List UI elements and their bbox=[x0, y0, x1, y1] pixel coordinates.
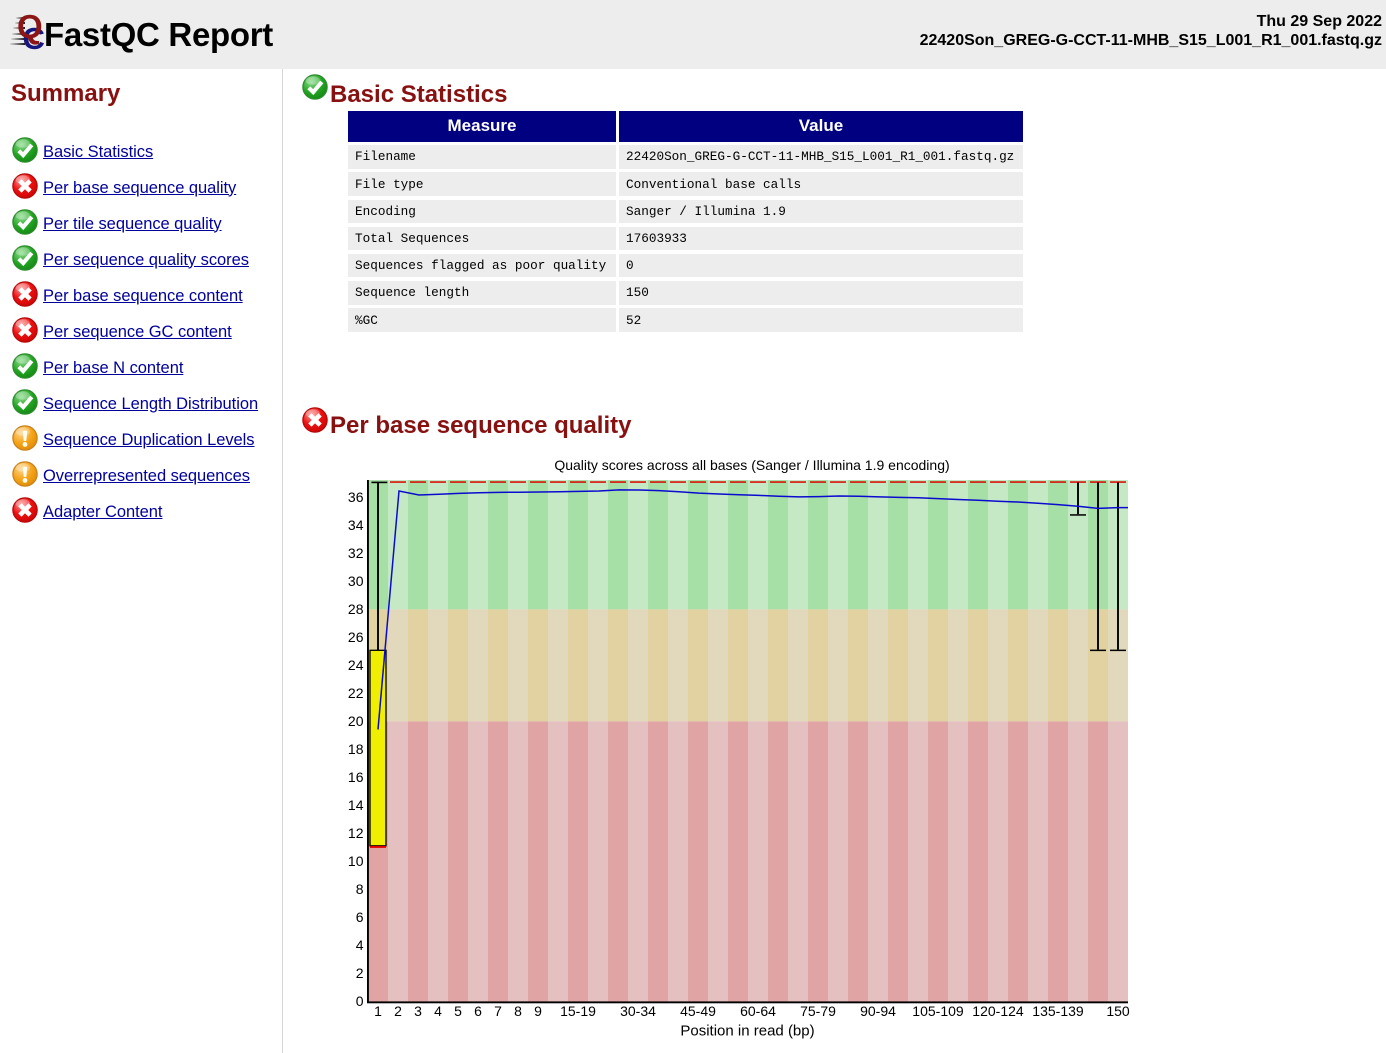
svg-text:22: 22 bbox=[348, 685, 364, 701]
svg-text:28: 28 bbox=[348, 601, 364, 617]
svg-text:30: 30 bbox=[348, 573, 364, 589]
svg-text:12: 12 bbox=[348, 825, 364, 841]
svg-text:45-49: 45-49 bbox=[680, 1003, 716, 1019]
svg-text:16: 16 bbox=[348, 769, 364, 785]
svg-text:1: 1 bbox=[374, 1003, 382, 1019]
svg-text:105-109: 105-109 bbox=[912, 1003, 964, 1019]
svg-text:2: 2 bbox=[356, 965, 364, 981]
svg-text:20: 20 bbox=[348, 713, 364, 729]
svg-text:0: 0 bbox=[356, 993, 364, 1009]
svg-text:26: 26 bbox=[348, 629, 364, 645]
svg-text:4: 4 bbox=[356, 937, 364, 953]
svg-text:8: 8 bbox=[356, 881, 364, 897]
svg-text:3: 3 bbox=[414, 1003, 422, 1019]
svg-text:7: 7 bbox=[494, 1003, 502, 1019]
svg-text:135-139: 135-139 bbox=[1032, 1003, 1084, 1019]
svg-text:6: 6 bbox=[474, 1003, 482, 1019]
svg-text:10: 10 bbox=[348, 853, 364, 869]
svg-text:Quality scores across all base: Quality scores across all bases (Sanger … bbox=[554, 457, 949, 473]
svg-text:150: 150 bbox=[1106, 1003, 1130, 1019]
svg-text:Position in read (bp): Position in read (bp) bbox=[680, 1023, 814, 1040]
svg-text:8: 8 bbox=[514, 1003, 522, 1019]
svg-text:15-19: 15-19 bbox=[560, 1003, 596, 1019]
svg-text:24: 24 bbox=[348, 657, 364, 673]
svg-text:90-94: 90-94 bbox=[860, 1003, 896, 1019]
svg-text:18: 18 bbox=[348, 741, 364, 757]
svg-text:75-79: 75-79 bbox=[800, 1003, 836, 1019]
svg-text:60-64: 60-64 bbox=[740, 1003, 776, 1019]
svg-text:36: 36 bbox=[348, 489, 364, 505]
svg-text:30-34: 30-34 bbox=[620, 1003, 656, 1019]
svg-text:9: 9 bbox=[534, 1003, 542, 1019]
svg-text:120-124: 120-124 bbox=[972, 1003, 1024, 1019]
svg-text:34: 34 bbox=[348, 517, 364, 533]
svg-text:2: 2 bbox=[394, 1003, 402, 1019]
svg-text:4: 4 bbox=[434, 1003, 442, 1019]
svg-text:5: 5 bbox=[454, 1003, 462, 1019]
svg-text:14: 14 bbox=[348, 797, 364, 813]
svg-text:6: 6 bbox=[356, 909, 364, 925]
svg-text:32: 32 bbox=[348, 545, 364, 561]
